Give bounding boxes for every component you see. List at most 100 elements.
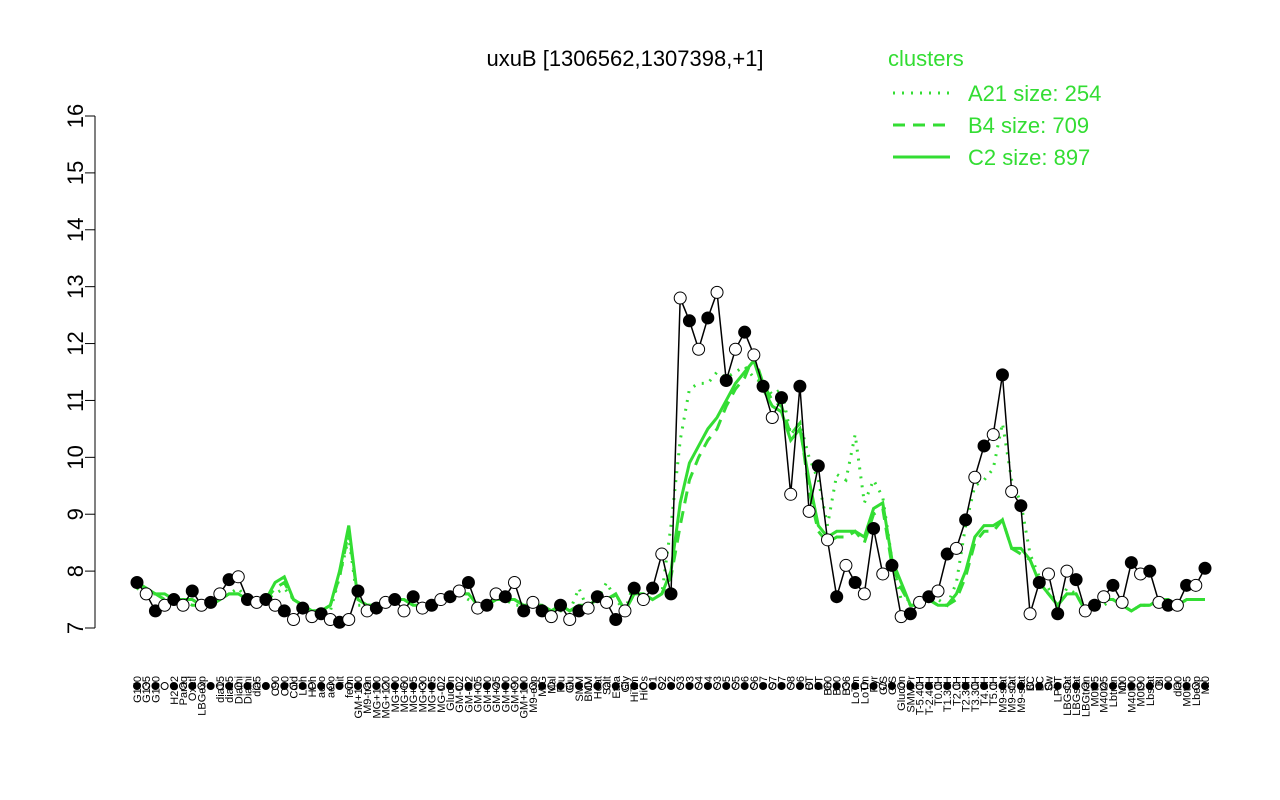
x-tick-label: Oxctl: [187, 676, 199, 701]
rug-dot: [1118, 682, 1127, 690]
point: [728, 342, 742, 356]
rug-dot: [694, 682, 703, 690]
point: [673, 291, 687, 305]
x-tick-label: Diami: [242, 676, 254, 704]
x-tick-label: S3: [684, 676, 696, 689]
x-tick-label: MG+150: [371, 676, 383, 719]
y-tick-label: 7: [63, 622, 88, 634]
rug-dot: [768, 682, 777, 690]
rug-dot: [759, 682, 768, 690]
point: [1170, 598, 1184, 612]
rug-dot: [215, 682, 224, 690]
rug-dot: [832, 682, 841, 690]
rug-dot: [1191, 682, 1200, 690]
rug-dot: [970, 682, 979, 690]
rug-dot: [142, 682, 151, 690]
point: [563, 612, 577, 626]
rug-dot: [1154, 682, 1163, 690]
point: [277, 604, 291, 618]
x-tick-label: LBGtran: [1080, 676, 1092, 717]
point: [922, 590, 936, 604]
x-tick-label: dia5: [252, 676, 264, 697]
point: [682, 314, 696, 328]
point: [664, 587, 678, 601]
x-tick-label: B60: [823, 676, 835, 696]
rug-dot: [887, 682, 896, 690]
point: [1106, 578, 1120, 592]
point: [507, 575, 521, 589]
rug-dot: [381, 682, 390, 690]
rug-dot: [657, 682, 666, 690]
point: [1189, 578, 1203, 592]
x-tick-label: Salt: [602, 676, 614, 695]
point: [765, 411, 779, 425]
rug-dot: [961, 682, 970, 690]
rug-dot: [713, 682, 722, 690]
x-tick-label: T3.30H: [970, 676, 982, 712]
point: [1041, 567, 1055, 581]
x-tick-label: Lbstat: [1145, 676, 1157, 706]
x-tick-label: GM+150: [353, 676, 365, 719]
x-tick-label: Etha: [611, 675, 623, 699]
rug-dot: [326, 682, 335, 690]
rug-dot: [823, 682, 832, 690]
point: [1078, 604, 1092, 618]
point: [636, 593, 650, 607]
x-tick-label: M/G: [537, 676, 549, 697]
x-tick-label: MG-0.2: [436, 676, 448, 713]
rug-dot: [206, 682, 215, 690]
rug-dot: [1145, 682, 1154, 690]
rug-dot: [289, 682, 298, 690]
point: [544, 610, 558, 624]
x-tick-label: M9-stat: [1007, 676, 1019, 713]
x-tick-label: H2O2: [169, 676, 181, 705]
x-tick-label: M0t45: [1090, 676, 1102, 707]
x-tick-label: ferm: [344, 676, 356, 698]
rug-dot: [1081, 682, 1090, 690]
rug-dot: [372, 682, 381, 690]
x-tick-label: S4: [694, 676, 706, 689]
y-tick-label: 8: [63, 565, 88, 577]
x-tick-label: M9-stat: [1016, 676, 1028, 713]
x-tick-label: LBGstat: [1062, 676, 1074, 716]
point: [1060, 564, 1074, 578]
point: [738, 325, 752, 339]
rug-dot: [1108, 682, 1117, 690]
y-tick-label: 12: [63, 331, 88, 355]
point: [931, 584, 945, 598]
rug-dot: [574, 682, 583, 690]
point: [204, 595, 218, 609]
point: [425, 598, 439, 612]
x-tick-label: LBGexp: [196, 676, 208, 716]
x-tick-label: GM+45: [491, 676, 503, 712]
legend-title: clusters: [888, 46, 964, 71]
rug-dot: [915, 682, 924, 690]
rug-dot: [722, 682, 731, 690]
rug-dot: [980, 682, 989, 690]
rug-dot: [749, 682, 758, 690]
rug-dot: [869, 682, 878, 690]
x-tick-label: C30: [279, 676, 291, 696]
point: [1143, 564, 1157, 578]
point: [959, 513, 973, 527]
x-tick-label: S3: [712, 676, 724, 689]
point: [1124, 556, 1138, 570]
rug-dot: [1007, 682, 1016, 690]
rug-dot: [685, 682, 694, 690]
x-tick-label: M0t45: [1182, 676, 1194, 707]
x-tick-label: G150: [132, 676, 144, 703]
point: [857, 587, 871, 601]
point: [314, 607, 328, 621]
rug-dot: [841, 682, 850, 690]
point: [784, 487, 798, 501]
point: [1198, 561, 1212, 575]
point: [185, 584, 199, 598]
rug-dot: [335, 682, 344, 690]
x-tick-label: GM+30: [482, 676, 494, 712]
point: [609, 612, 623, 626]
rug-dot: [1044, 682, 1053, 690]
x-tick-label: MG+15: [427, 676, 439, 712]
point: [158, 598, 172, 612]
x-tick-label: MG+60: [399, 676, 411, 712]
rug-dot: [934, 682, 942, 690]
